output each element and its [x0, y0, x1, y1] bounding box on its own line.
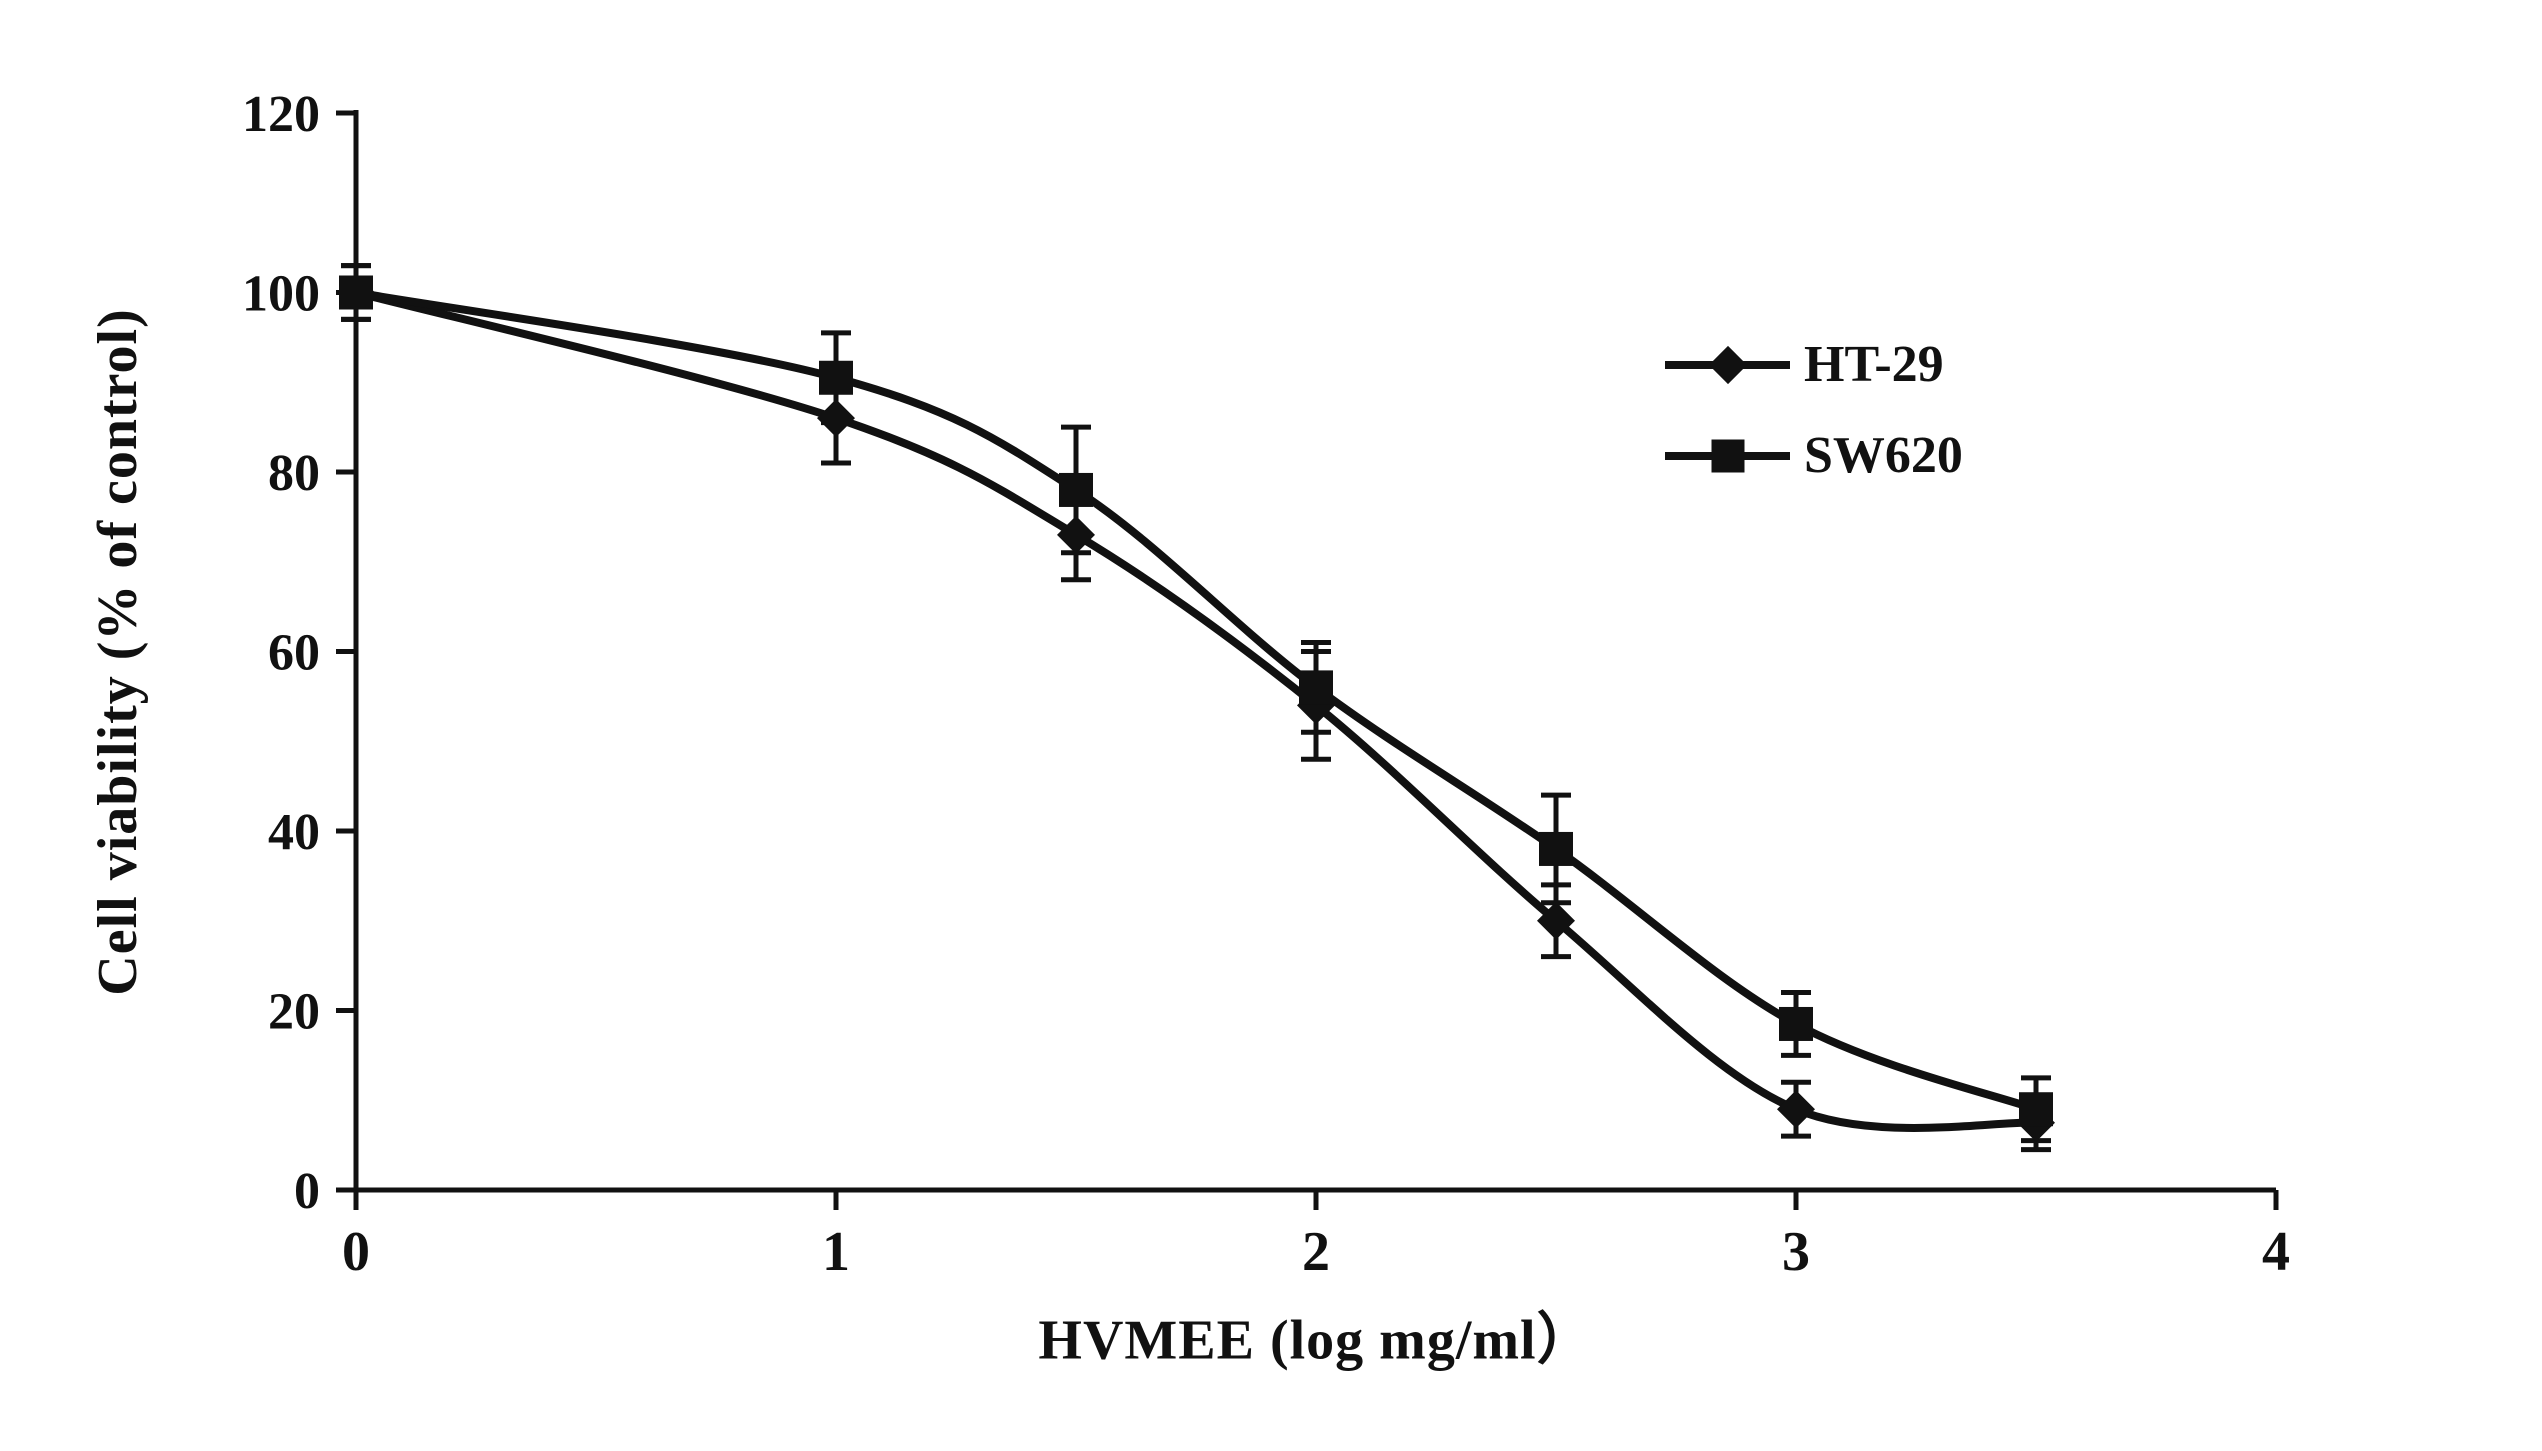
- legend-label-ht29: HT-29: [1804, 336, 1944, 393]
- square-marker: [819, 360, 853, 395]
- square-marker: [1299, 670, 1333, 705]
- x-tick-label: 2: [1302, 1221, 1330, 1283]
- diamond-marker: [1057, 515, 1095, 554]
- diamond-marker: [1537, 901, 1575, 940]
- y-tick-label: 40: [268, 804, 320, 861]
- diamond-marker-icon: [1708, 345, 1747, 384]
- diamond-marker: [1777, 1090, 1815, 1129]
- legend-item-ht29: HT-29: [1665, 335, 1963, 394]
- diamond-marker: [817, 399, 855, 438]
- legend-label-sw620: SW620: [1804, 427, 1963, 484]
- square-marker: [339, 275, 373, 310]
- square-marker-icon: [1711, 439, 1744, 472]
- x-tick-label: 1: [822, 1221, 850, 1283]
- y-tick-label: 60: [268, 625, 320, 682]
- legend-item-sw620: SW620: [1665, 426, 1963, 485]
- y-tick-label: 80: [268, 445, 320, 502]
- x-axis-title: HVMEE (log mg/ml）: [1038, 1309, 1594, 1372]
- legend: HT-29 SW620: [1665, 335, 1963, 485]
- series-line-HT-29: [352, 288, 2040, 1132]
- x-tick-label: 3: [1782, 1221, 1810, 1283]
- y-tick-label: 20: [268, 984, 320, 1041]
- ht29-line-swatch: [1665, 343, 1790, 387]
- y-tick-label: 0: [294, 1163, 320, 1220]
- square-marker: [2019, 1092, 2053, 1127]
- square-marker: [1539, 831, 1573, 866]
- x-tick-label: 4: [2262, 1221, 2290, 1283]
- x-tick-label: 0: [342, 1221, 370, 1283]
- square-marker: [1779, 1006, 1813, 1041]
- square-marker: [1059, 472, 1093, 507]
- y-tick-label: 120: [242, 86, 320, 143]
- y-axis-title: Cell viability (% of control): [87, 308, 149, 996]
- sw620-line-swatch: [1665, 434, 1790, 478]
- y-tick-label: 100: [242, 266, 320, 323]
